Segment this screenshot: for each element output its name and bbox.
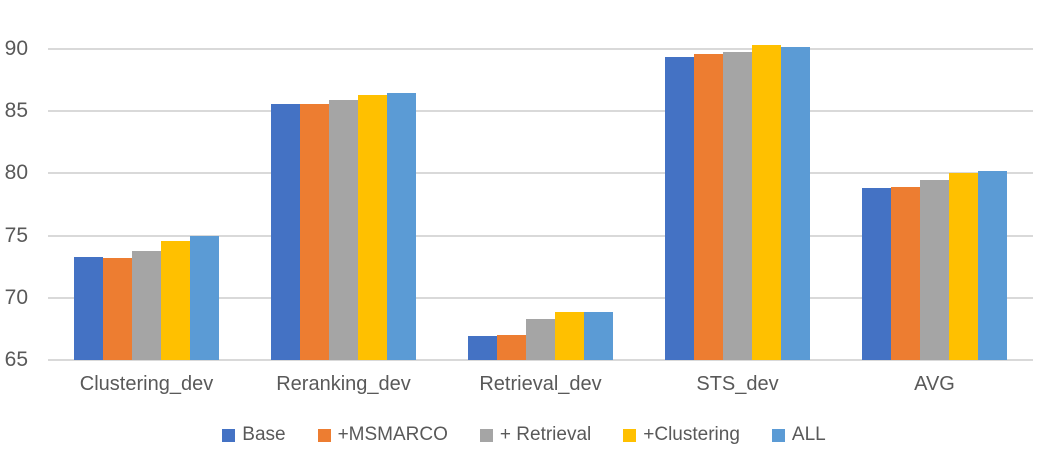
- y-axis-tick-label-85: 85: [4, 99, 28, 123]
- x-axis-line: [48, 359, 1033, 361]
- bar-msmarco-sts-dev: [694, 54, 723, 360]
- x-axis-label-retrieval-dev: Retrieval_dev: [479, 373, 602, 395]
- legend-swatch-clustering: [623, 428, 637, 442]
- legend-swatch-retrieval: [479, 428, 493, 442]
- gridline: [48, 110, 1033, 113]
- legend-item-all: ALL: [771, 423, 826, 447]
- bar-msmarco-avg: [891, 187, 920, 360]
- bar-retrieval-clustering-dev: [132, 250, 161, 360]
- y-axis-tick-label-75: 75: [4, 223, 28, 247]
- bar-group-avg: [836, 49, 1033, 360]
- legend-label-retrieval: + Retrieval: [499, 424, 592, 445]
- bar-all-clustering-dev: [190, 235, 219, 360]
- bar-all-sts-dev: [781, 46, 810, 360]
- bar-base-reranking-dev: [271, 103, 300, 360]
- legend-swatch-all: [771, 428, 785, 442]
- legend-item-clustering: +Clustering: [623, 423, 740, 447]
- legend-item-msmarco: +MSMARCO: [317, 423, 448, 447]
- bar-all-retrieval-dev: [584, 311, 613, 360]
- bar-clustering-retrieval-dev: [555, 311, 584, 360]
- bar-base-avg: [862, 188, 891, 360]
- x-axis-label-sts-dev: STS_dev: [696, 373, 779, 395]
- bar-groups: [48, 45, 1033, 360]
- legend-item-base: Base: [222, 423, 286, 447]
- bar-base-sts-dev: [665, 56, 694, 360]
- legend: Base +MSMARCO + Retrieval +Clustering ALL: [0, 423, 1048, 447]
- bar-base-retrieval-dev: [468, 336, 497, 360]
- gridline: [48, 48, 1033, 50]
- bar-clustering-avg: [949, 173, 978, 360]
- y-axis-tick-label-80: 80: [4, 161, 28, 185]
- bar-msmarco-clustering-dev: [103, 258, 132, 360]
- bar-group-clustering-dev: [48, 49, 245, 360]
- legend-label-base: Base: [242, 424, 286, 445]
- bar-group-reranking-dev: [245, 49, 442, 360]
- x-axis-label-clustering-dev: Clustering_dev: [79, 373, 214, 395]
- x-axis-label-reranking-dev: Reranking_dev: [276, 373, 411, 395]
- legend-label-all: ALL: [791, 424, 826, 445]
- bar-retrieval-avg: [920, 179, 949, 360]
- bar-retrieval-sts-dev: [723, 51, 752, 360]
- bar-base-clustering-dev: [74, 256, 103, 360]
- y-axis-tick-label-70: 70: [4, 285, 28, 309]
- legend-label-msmarco: +MSMARCO: [337, 424, 448, 445]
- legend-swatch-msmarco: [317, 428, 331, 442]
- bar-clustering-clustering-dev: [161, 240, 190, 360]
- bar-all-avg: [978, 170, 1007, 360]
- gridline: [48, 296, 1033, 299]
- bar-group-retrieval-dev: [442, 49, 639, 360]
- y-axis-tick-label-90: 90: [4, 37, 28, 60]
- gridline: [48, 234, 1033, 237]
- bar-retrieval-reranking-dev: [329, 100, 358, 360]
- legend-item-retrieval: + Retrieval: [479, 423, 592, 447]
- bar-clustering-sts-dev: [752, 45, 781, 360]
- bar-clustering-reranking-dev: [358, 95, 387, 360]
- y-axis-tick-label-65: 65: [4, 348, 28, 371]
- bar-msmarco-retrieval-dev: [497, 335, 526, 360]
- legend-label-clustering: +Clustering: [643, 424, 740, 445]
- bar-all-reranking-dev: [387, 92, 416, 360]
- gridline: [48, 172, 1033, 175]
- bar-msmarco-reranking-dev: [300, 103, 329, 360]
- bar-retrieval-retrieval-dev: [526, 318, 555, 360]
- legend-swatch-base: [222, 428, 236, 442]
- x-axis-label-avg: AVG: [914, 373, 955, 395]
- x-axis: Clustering_dev Reranking_dev Retrieval_dev…: [48, 372, 1033, 397]
- bar-group-sts-dev: [639, 45, 836, 360]
